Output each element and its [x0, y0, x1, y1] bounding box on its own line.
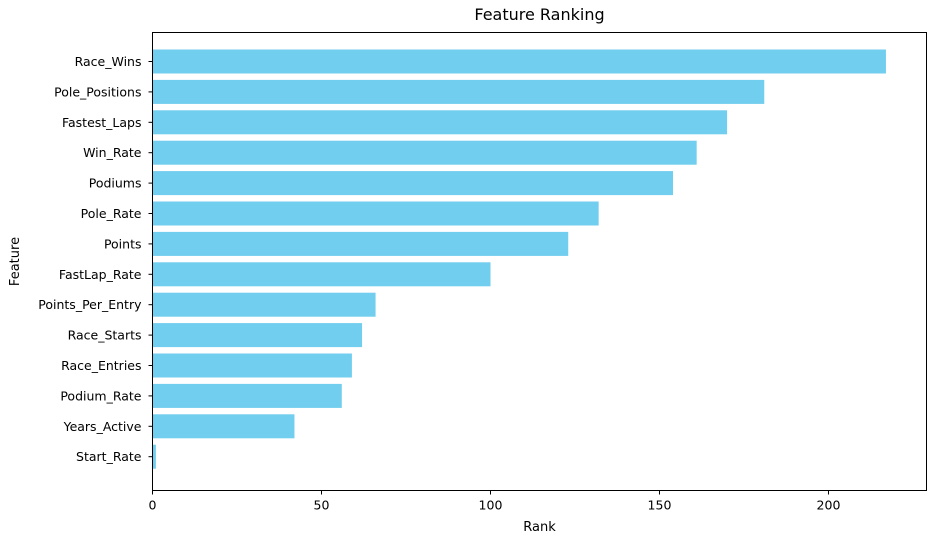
bar-pole-positions — [152, 79, 765, 104]
y-axis-title: Feature — [8, 237, 23, 286]
y-tick-label: Win_Rate — [83, 145, 142, 160]
y-tick-label: Years_Active — [63, 419, 142, 434]
x-tick-label: 200 — [817, 498, 841, 513]
x-tick-label: 100 — [479, 498, 503, 513]
y-tick-label: Race_Entries — [61, 358, 141, 373]
bar-start-rate — [152, 444, 156, 469]
plot-frame — [152, 32, 927, 491]
chart-title: Feature Ranking — [474, 5, 604, 24]
bar-race-entries — [152, 353, 352, 378]
y-tick-label: Podium_Rate — [60, 388, 141, 403]
y-tick-label: Race_Wins — [75, 54, 142, 69]
y-tick-label: Podiums — [89, 176, 142, 191]
bar-race-wins — [152, 49, 886, 74]
bar-pole-rate — [152, 201, 599, 226]
y-tick-label: Start_Rate — [76, 449, 142, 464]
bar-points-per-entry — [152, 292, 376, 317]
y-tick-label: Pole_Rate — [81, 206, 142, 221]
y-tick-label: Race_Starts — [68, 328, 142, 343]
bars-group — [152, 49, 886, 469]
y-tick-label: Fastest_Laps — [62, 115, 142, 130]
bar-fastlap-rate — [152, 262, 491, 287]
x-tick-label: 0 — [149, 498, 157, 513]
y-tick-label: Pole_Positions — [54, 84, 141, 99]
bar-points — [152, 231, 569, 256]
bar-podiums — [152, 171, 674, 196]
x-axis-title: Rank — [523, 520, 556, 535]
x-tick-label: 50 — [314, 498, 330, 513]
bar-fastest-laps — [152, 110, 728, 135]
bar-podium-rate — [152, 383, 342, 408]
x-axis-ticks: 0 50 100 150 200 — [149, 490, 841, 513]
y-tick-label: FastLap_Rate — [59, 267, 142, 282]
y-axis-ticks: Race_Wins Pole_Positions Fastest_Laps Win_R… — [38, 54, 153, 464]
bar-win-rate — [152, 140, 697, 165]
bar-years-active — [152, 414, 295, 439]
y-tick-label: Points_Per_Entry — [38, 297, 142, 312]
x-tick-label: 150 — [648, 498, 672, 513]
y-tick-label: Points — [104, 236, 142, 251]
bar-race-starts — [152, 323, 363, 348]
